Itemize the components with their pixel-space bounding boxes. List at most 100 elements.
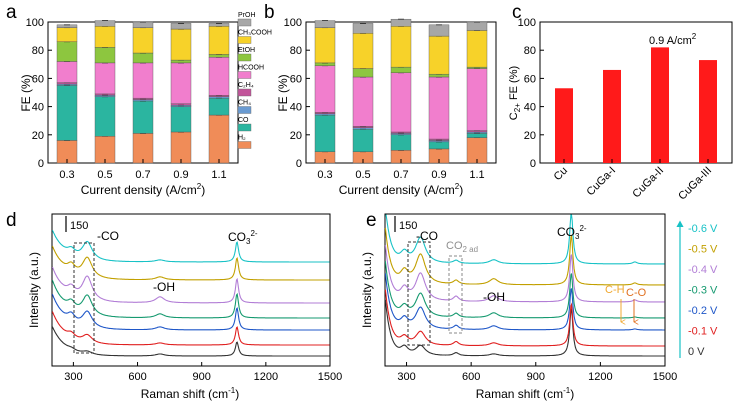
x-axis-label-d: Raman shift (cm-1): [141, 386, 239, 401]
y-axis-label-e: Intensity (a.u.): [360, 252, 374, 328]
chart-fe-a: 0 20 40 60 80 100 0.3 0.5 0.7 0.9 1.1 FE (%) Curr…: [19, 12, 272, 197]
panel-label-e: e: [366, 210, 377, 231]
legend-label-PrOH: PrOH: [238, 12, 256, 19]
legend-label-HCOOH: HCOOH: [238, 65, 264, 72]
chart-raman-d: 300 600 900 1200 1500 150 -CO CO32- -OH Inte…: [27, 213, 342, 401]
bar-segment-a-CO-0.9: [170, 106, 192, 133]
x-axis-label-a: Current density (A/cm2): [81, 182, 206, 197]
x-axis-label-e: Raman shift (cm-1): [476, 386, 574, 401]
y-tick-label-c-2: 40: [524, 102, 536, 114]
panel-label-d: d: [6, 210, 17, 231]
legend-label-CH4: CH₄: [238, 100, 251, 107]
carbonate-peak-label-d: CO32-: [228, 229, 258, 246]
raman-curve-d-2: [51, 293, 330, 331]
co2-ad-peak-label-e: CO2 ad: [446, 240, 478, 254]
x-tick-label-d-2: 900: [193, 371, 211, 383]
co-peak-label-e: -CO: [416, 229, 438, 243]
x-tick-label-c-2: CuGa-II: [630, 165, 666, 201]
x-tick-label-b-4: 1.1: [469, 169, 484, 181]
chart-c2-fe: 0 20 40 60 80 100 Cu CuGa-I CuGa-II CuGa-III C2+…: [508, 17, 733, 203]
bar-segment-a-CO-0.5: [94, 96, 116, 137]
x-tick-label-b-3: 0.9: [431, 169, 446, 181]
bar-segment-b-EtOH-0.7: [390, 66, 412, 73]
x-tick-label-c-3: CuGa-III: [676, 165, 714, 203]
bar-segment-a-EtOH-0.9: [170, 59, 192, 64]
panel-label-c: c: [512, 2, 522, 23]
bar-c-CuGa-I: [603, 69, 621, 163]
x-tick-label-e-2: 900: [527, 371, 545, 383]
x-tick-label-c-0: Cu: [552, 165, 570, 183]
legend-swatch-CO: [237, 123, 252, 132]
bar-segment-a-PrOH-0.5: [94, 20, 116, 27]
legend-swatch-HCOOH: [237, 71, 252, 79]
x-tick-label-b-1: 0.5: [355, 169, 370, 181]
x-tick-label-a-2: 0.7: [135, 169, 150, 181]
bar-segment-a-H2-0.9: [170, 131, 192, 164]
bar-segment-a-CO-0.7: [132, 100, 154, 134]
raman-curve-e-0: [384, 299, 665, 357]
co-region-box-e: [407, 241, 431, 346]
bar-segment-a-CH3COOH-0.3: [56, 27, 78, 42]
bar-segment-a-HCOOH-0.5: [94, 62, 116, 95]
legend-label-CH3COOH: CH₃COOH: [238, 30, 272, 37]
x-tick-label-a-0: 0.3: [59, 169, 74, 181]
bar-segment-b-EtOH-0.5: [352, 68, 374, 78]
x-tick-label-e-1: 600: [462, 371, 480, 383]
carbonate-peak-label-e: CO32-: [557, 224, 587, 241]
raman-curve-e-2: [384, 273, 665, 331]
current-density-annotation: 0.9 A/cm2: [649, 32, 697, 47]
bar-segment-b-PrOH-0.3: [314, 20, 336, 28]
panel-label-a: a: [6, 2, 17, 23]
bar-segment-b-CO-0.3: [314, 114, 336, 152]
bar-segment-b-CH3COOH-0.9: [428, 35, 450, 75]
bar-segment-a-CH3COOH-1.1: [208, 26, 230, 55]
bar-segment-b-CH3COOH-1.1: [466, 30, 488, 68]
bar-c-CuGa-III: [699, 60, 717, 163]
bar-segment-b-PrOH-0.9: [428, 24, 450, 37]
co-region-box-d: [73, 242, 95, 354]
potential-label-0: -0.6 V: [688, 223, 718, 235]
bar-segment-a-PrOH-0.9: [170, 23, 192, 30]
y-tick-label-c-1: 20: [524, 130, 536, 142]
bar-segment-a-PrOH-1.1: [208, 23, 230, 27]
y-axis-label-a: FE (%): [19, 74, 33, 111]
oh-peak-label-d: -OH: [153, 280, 175, 294]
x-tick-label-a-4: 1.1: [211, 169, 226, 181]
y-axis-label-d: Intensity (a.u.): [27, 252, 41, 328]
legend-label-CO: CO: [238, 117, 249, 124]
bar-segment-b-CO-0.7: [390, 134, 412, 151]
x-tick-label-b-0: 0.3: [317, 169, 332, 181]
legend-swatch-PrOH: [237, 18, 252, 27]
legend-a: PrOH CH₃COOH EtOH HCOOH C₂H₄ CH₄ CO H₂: [237, 12, 272, 149]
y-tick-label-c-0: 0: [530, 158, 536, 170]
bar-segment-b-CO-0.5: [352, 128, 374, 152]
x-tick-label-a-1: 0.5: [97, 169, 112, 181]
raman-curve-e-1: [384, 289, 665, 347]
raman-curve-d-5: [51, 245, 330, 281]
y-tick-label-c-5: 100: [518, 17, 536, 29]
bar-segment-b-CH3COOH-0.5: [352, 33, 374, 69]
potential-label-4: -0.2 V: [688, 305, 718, 317]
x-tick-label-b-2: 0.7: [393, 169, 408, 181]
x-tick-label-a-3: 0.9: [173, 169, 188, 181]
bar-segment-b-HCOOH-0.3: [314, 65, 336, 113]
bar-segment-a-HCOOH-0.3: [56, 61, 78, 83]
bar-segment-b-PrOH-1.1: [466, 21, 488, 31]
potential-label-5: -0.1 V: [688, 326, 718, 338]
bar-segment-a-HCOOH-1.1: [208, 57, 230, 96]
x-tick-label-d-3: 1200: [254, 371, 278, 383]
bar-segment-a-CH3COOH-0.5: [94, 26, 116, 48]
bar-segment-a-PrOH-0.7: [132, 21, 154, 28]
legend-label-H2: H₂: [238, 135, 246, 142]
y-tick-label-c-4: 80: [524, 45, 536, 57]
c-o-peak-label-e: C-O: [626, 287, 647, 299]
bar-segment-b-EtOH-0.3: [314, 62, 336, 66]
legend-swatch-H2: [237, 141, 252, 149]
bar-segment-a-CH3COOH-0.9: [170, 28, 192, 61]
bar-segment-b-CO-1.1: [466, 133, 488, 138]
y-tick-label-a-0: 0: [38, 158, 44, 170]
x-tick-label-d-4: 1500: [318, 371, 342, 383]
raman-curve-d-3: [51, 279, 330, 319]
bar-segment-a-EtOH-1.1: [208, 54, 230, 58]
y-tick-label-a-5: 100: [26, 17, 44, 29]
